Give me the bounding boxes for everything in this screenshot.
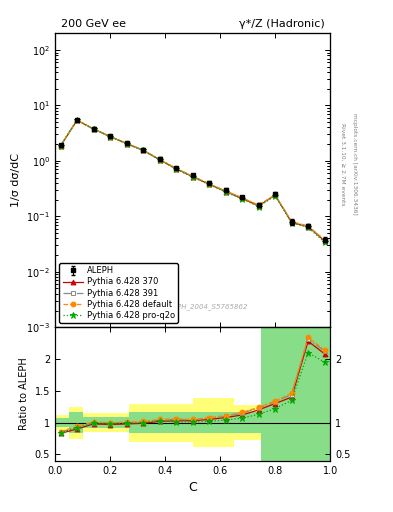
Pythia 6.428 pro-q2o — [207, 181, 211, 187]
Pythia 6.428 370 — [141, 147, 145, 154]
Pythia 6.428 default — [124, 140, 129, 146]
Pythia 6.428 default — [58, 142, 63, 148]
Text: Rivet 3.1.10, ≥ 2.7M events: Rivet 3.1.10, ≥ 2.7M events — [340, 122, 345, 205]
Legend: ALEPH, Pythia 6.428 370, Pythia 6.428 391, Pythia 6.428 default, Pythia 6.428 pr: ALEPH, Pythia 6.428 370, Pythia 6.428 39… — [59, 263, 178, 323]
Pythia 6.428 370 — [289, 219, 294, 225]
Pythia 6.428 391 — [174, 165, 178, 172]
Pythia 6.428 370 — [306, 224, 310, 230]
Pythia 6.428 pro-q2o — [190, 174, 195, 180]
X-axis label: C: C — [188, 481, 197, 494]
Pythia 6.428 default — [190, 173, 195, 179]
Pythia 6.428 default — [108, 133, 112, 139]
Pythia 6.428 391 — [256, 202, 261, 208]
Pythia 6.428 391 — [223, 188, 228, 194]
Pythia 6.428 391 — [108, 133, 112, 139]
Pythia 6.428 391 — [322, 237, 327, 243]
Pythia 6.428 370 — [240, 196, 244, 202]
Pythia 6.428 default — [273, 192, 277, 198]
Pythia 6.428 370 — [124, 140, 129, 146]
Pythia 6.428 pro-q2o — [174, 166, 178, 172]
Pythia 6.428 370 — [75, 117, 79, 123]
Pythia 6.428 391 — [75, 117, 79, 123]
Pythia 6.428 370 — [322, 238, 327, 244]
Pythia 6.428 default — [256, 202, 261, 208]
Text: ALEPH_2004_S5765862: ALEPH_2004_S5765862 — [165, 303, 248, 310]
Pythia 6.428 391 — [141, 147, 145, 153]
Pythia 6.428 default — [223, 188, 228, 194]
Pythia 6.428 default — [240, 195, 244, 201]
Pythia 6.428 pro-q2o — [240, 196, 244, 202]
Y-axis label: 1/σ dσ/dC: 1/σ dσ/dC — [11, 153, 20, 207]
Pythia 6.428 391 — [240, 195, 244, 201]
Y-axis label: Ratio to ALEPH: Ratio to ALEPH — [19, 357, 29, 431]
Pythia 6.428 pro-q2o — [273, 193, 277, 199]
Text: mcplots.cern.ch [arXiv:1306.3436]: mcplots.cern.ch [arXiv:1306.3436] — [352, 113, 357, 215]
Pythia 6.428 pro-q2o — [322, 239, 327, 245]
Pythia 6.428 391 — [306, 223, 310, 229]
Pythia 6.428 370 — [157, 157, 162, 163]
Pythia 6.428 pro-q2o — [124, 141, 129, 147]
Pythia 6.428 370 — [174, 166, 178, 172]
Line: Pythia 6.428 391: Pythia 6.428 391 — [58, 118, 327, 243]
Pythia 6.428 default — [289, 219, 294, 225]
Line: Pythia 6.428 default: Pythia 6.428 default — [58, 118, 327, 242]
Text: 200 GeV ee: 200 GeV ee — [61, 19, 125, 29]
Pythia 6.428 default — [75, 117, 79, 123]
Pythia 6.428 default — [141, 147, 145, 153]
Pythia 6.428 pro-q2o — [223, 189, 228, 195]
Text: γ*/Z (Hadronic): γ*/Z (Hadronic) — [239, 19, 325, 29]
Pythia 6.428 370 — [273, 192, 277, 198]
Line: Pythia 6.428 pro-q2o: Pythia 6.428 pro-q2o — [57, 117, 328, 246]
Pythia 6.428 pro-q2o — [306, 224, 310, 230]
Pythia 6.428 391 — [58, 143, 63, 149]
Pythia 6.428 pro-q2o — [108, 134, 112, 140]
Pythia 6.428 370 — [223, 188, 228, 195]
Pythia 6.428 default — [91, 126, 96, 132]
Pythia 6.428 pro-q2o — [141, 147, 145, 154]
Pythia 6.428 370 — [256, 203, 261, 209]
Pythia 6.428 pro-q2o — [289, 220, 294, 226]
Pythia 6.428 370 — [58, 143, 63, 149]
Pythia 6.428 391 — [157, 156, 162, 162]
Pythia 6.428 pro-q2o — [75, 117, 79, 123]
Pythia 6.428 default — [322, 237, 327, 243]
Pythia 6.428 370 — [91, 126, 96, 132]
Pythia 6.428 default — [306, 223, 310, 229]
Pythia 6.428 391 — [273, 192, 277, 198]
Pythia 6.428 pro-q2o — [58, 143, 63, 149]
Pythia 6.428 391 — [124, 140, 129, 146]
Pythia 6.428 370 — [108, 134, 112, 140]
Pythia 6.428 391 — [190, 173, 195, 179]
Pythia 6.428 default — [157, 156, 162, 162]
Pythia 6.428 pro-q2o — [157, 157, 162, 163]
Pythia 6.428 391 — [289, 219, 294, 225]
Pythia 6.428 370 — [207, 181, 211, 187]
Pythia 6.428 default — [174, 165, 178, 172]
Pythia 6.428 391 — [207, 181, 211, 187]
Pythia 6.428 pro-q2o — [91, 126, 96, 132]
Pythia 6.428 370 — [190, 174, 195, 180]
Pythia 6.428 391 — [91, 126, 96, 132]
Line: Pythia 6.428 370: Pythia 6.428 370 — [58, 118, 327, 243]
Pythia 6.428 default — [207, 181, 211, 187]
Pythia 6.428 pro-q2o — [256, 203, 261, 209]
